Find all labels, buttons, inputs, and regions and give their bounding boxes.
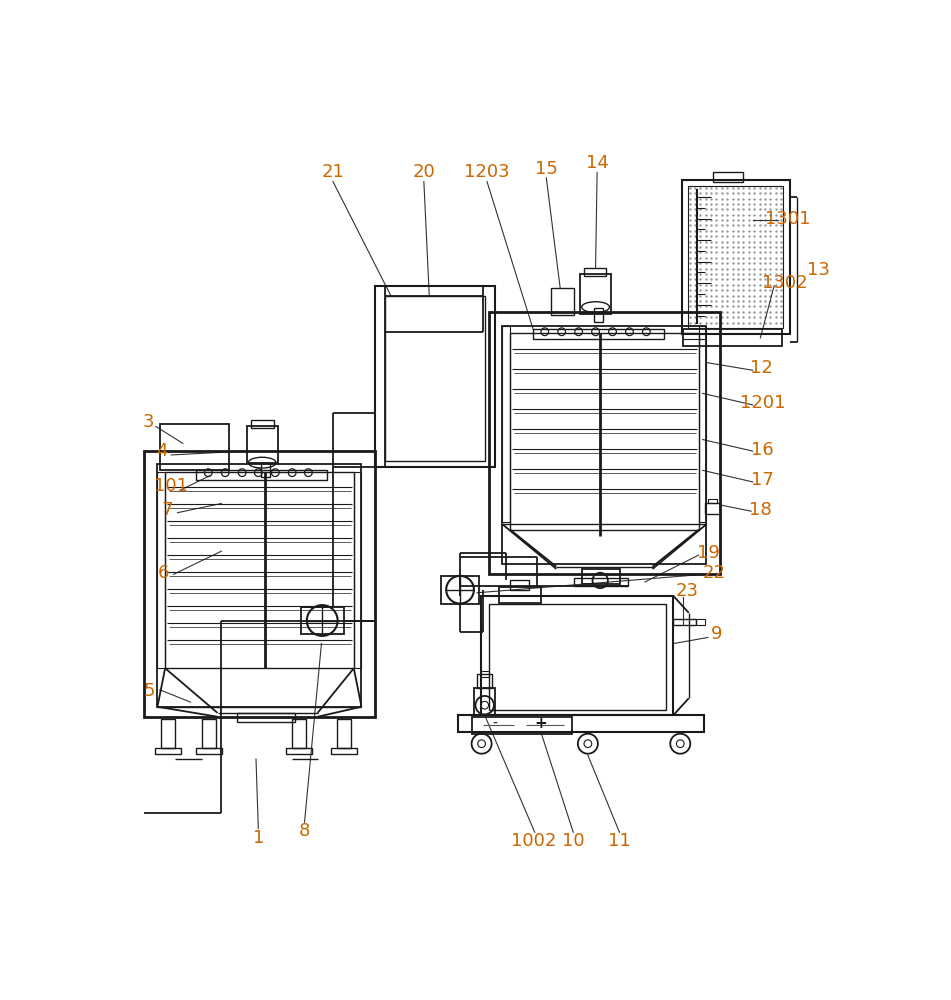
Text: 19: 19 — [696, 544, 719, 562]
Bar — [160, 424, 229, 470]
Bar — [158, 472, 165, 668]
Text: 1002: 1002 — [511, 832, 556, 850]
Bar — [165, 472, 354, 668]
Bar — [696, 619, 705, 625]
Bar — [534, 329, 664, 339]
Text: 9: 9 — [710, 625, 722, 643]
Bar — [705, 503, 720, 514]
Text: 1: 1 — [253, 829, 264, 847]
Bar — [155, 748, 182, 754]
Bar — [502, 326, 707, 564]
Bar — [158, 464, 361, 707]
Text: 10: 10 — [562, 832, 585, 850]
Text: 1301: 1301 — [765, 210, 810, 228]
Text: 20: 20 — [413, 163, 436, 181]
Text: 1302: 1302 — [762, 274, 807, 292]
Bar — [481, 671, 489, 677]
Bar — [261, 463, 270, 477]
Bar — [441, 576, 479, 604]
Bar — [246, 426, 278, 463]
Text: 7: 7 — [162, 501, 173, 519]
Bar — [472, 717, 572, 734]
Text: 18: 18 — [749, 501, 771, 519]
Bar — [594, 308, 603, 322]
Text: 101: 101 — [154, 477, 188, 495]
Bar — [384, 296, 485, 461]
Bar — [286, 748, 312, 754]
Text: 11: 11 — [608, 832, 631, 850]
Bar — [684, 329, 782, 346]
Bar — [712, 172, 744, 182]
Text: 14: 14 — [586, 154, 609, 172]
Bar — [490, 312, 720, 574]
Text: +: + — [534, 716, 547, 731]
Bar — [457, 715, 704, 732]
Bar — [237, 713, 295, 722]
Text: 8: 8 — [299, 822, 310, 840]
Bar — [474, 688, 495, 715]
Text: 1201: 1201 — [740, 394, 786, 412]
Bar — [481, 596, 673, 715]
Text: 17: 17 — [751, 471, 774, 489]
Text: 23: 23 — [676, 582, 699, 600]
Text: 13: 13 — [806, 261, 829, 279]
Text: 12: 12 — [749, 359, 772, 377]
Bar — [354, 472, 361, 668]
Text: 22: 22 — [703, 564, 726, 582]
Text: 6: 6 — [158, 564, 169, 582]
Bar — [301, 607, 343, 634]
Bar — [574, 578, 628, 586]
Bar — [699, 326, 707, 522]
Bar — [477, 674, 493, 688]
Bar — [510, 333, 699, 530]
Bar — [688, 186, 784, 328]
Text: 5: 5 — [144, 682, 155, 700]
Bar — [203, 719, 216, 748]
Bar — [162, 719, 175, 748]
Text: 3: 3 — [143, 413, 154, 431]
Bar — [196, 748, 223, 754]
Text: 4: 4 — [156, 442, 167, 460]
Bar — [582, 569, 620, 584]
Bar — [251, 420, 274, 428]
Bar — [708, 499, 717, 503]
Text: 16: 16 — [750, 441, 773, 459]
Bar — [502, 326, 510, 522]
Bar — [376, 286, 495, 466]
Text: 1203: 1203 — [464, 163, 510, 181]
Bar — [498, 587, 541, 603]
Bar — [490, 604, 667, 710]
Bar — [337, 719, 351, 748]
Bar — [196, 470, 327, 480]
Bar — [510, 580, 530, 590]
Text: 21: 21 — [321, 163, 344, 181]
Bar — [551, 288, 574, 315]
Bar — [331, 748, 357, 754]
Bar — [672, 619, 696, 625]
Text: -: - — [493, 717, 497, 731]
Text: 15: 15 — [534, 160, 557, 178]
Bar — [584, 268, 606, 276]
Bar — [145, 451, 376, 717]
Bar — [682, 180, 789, 334]
Bar — [580, 274, 611, 314]
Bar — [292, 719, 306, 748]
